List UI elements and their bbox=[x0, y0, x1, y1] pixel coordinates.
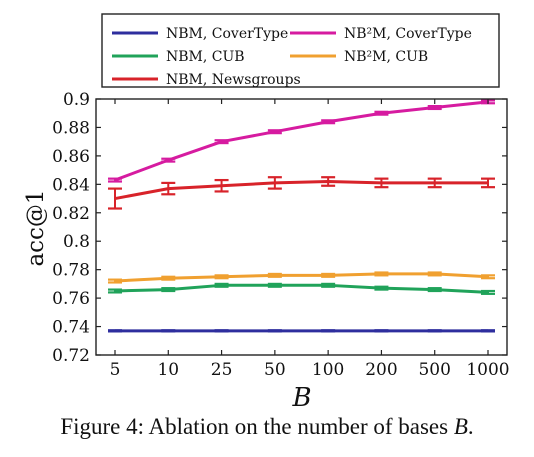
series-3 bbox=[108, 99, 495, 183]
error-bar bbox=[108, 288, 122, 294]
error-bar bbox=[481, 274, 495, 280]
error-bar bbox=[108, 177, 122, 183]
legend-label: NB²M, CUB bbox=[344, 49, 428, 65]
y-tick-label: 0.84 bbox=[52, 175, 90, 195]
error-bar bbox=[321, 272, 336, 278]
error-bar bbox=[267, 129, 282, 135]
x-tick-label: 500 bbox=[418, 360, 450, 380]
error-bar bbox=[427, 329, 442, 333]
error-bar bbox=[108, 278, 122, 284]
error-bar bbox=[161, 275, 176, 281]
error-bar bbox=[108, 329, 122, 333]
y-tick-label: 0.72 bbox=[52, 346, 90, 366]
series-4 bbox=[108, 271, 495, 284]
error-bar bbox=[321, 176, 336, 187]
error-bar bbox=[161, 157, 176, 163]
error-bar bbox=[481, 289, 495, 295]
error-bar bbox=[427, 105, 442, 111]
error-bar bbox=[161, 287, 176, 293]
error-bar bbox=[321, 119, 336, 125]
error-bar bbox=[267, 329, 282, 333]
error-bar bbox=[321, 329, 336, 333]
error-bar bbox=[267, 272, 282, 278]
figure-caption: Figure 4: Ablation on the number of base… bbox=[0, 414, 534, 440]
error-bar bbox=[214, 329, 229, 333]
error-bar bbox=[374, 329, 389, 333]
series-line bbox=[114, 283, 489, 294]
y-tick-label: 0.74 bbox=[52, 318, 90, 338]
error-bar bbox=[427, 177, 442, 189]
legend-item-3: NB²M, CoverType bbox=[290, 26, 472, 42]
error-bar bbox=[267, 176, 282, 190]
legend-label: NB²M, CoverType bbox=[344, 26, 472, 42]
error-bar bbox=[214, 139, 229, 145]
error-bar bbox=[214, 274, 229, 280]
error-bar bbox=[214, 282, 229, 288]
y-axis-label: acc@1 bbox=[23, 189, 49, 266]
error-bar bbox=[427, 287, 442, 293]
y-tick-label: 0.78 bbox=[52, 261, 90, 281]
y-tick-label: 0.82 bbox=[52, 204, 90, 224]
error-bar bbox=[481, 329, 495, 333]
error-bar bbox=[374, 271, 389, 277]
y-tick-label: 0.8 bbox=[63, 232, 90, 252]
plot-frame bbox=[95, 98, 508, 356]
y-tick-label: 0.9 bbox=[63, 90, 90, 110]
series-2 bbox=[108, 176, 495, 210]
error-bar bbox=[161, 181, 176, 196]
legend-item-0: NBM, CoverType bbox=[112, 26, 288, 42]
legend: NBM, CoverType NBM, CUB NBM, Newsgroups NB²… bbox=[101, 13, 500, 88]
error-bar bbox=[321, 282, 336, 288]
caption-text: Figure 4: Ablation on the number of base… bbox=[60, 414, 454, 439]
error-bar bbox=[481, 177, 495, 189]
error-bar bbox=[374, 110, 389, 116]
x-axis-label: B bbox=[291, 383, 311, 410]
chart: NBM, CoverType NBM, CUB NBM, Newsgroups NB²… bbox=[23, 13, 510, 410]
error-bar bbox=[374, 285, 389, 291]
legend-item-2: NBM, Newsgroups bbox=[112, 72, 301, 88]
series-line bbox=[114, 100, 489, 182]
series-1 bbox=[108, 282, 495, 295]
y-tick-label: 0.86 bbox=[52, 147, 90, 167]
series-line bbox=[114, 272, 489, 283]
legend-item-1: NBM, CUB bbox=[112, 49, 245, 65]
x-tick-label: 5 bbox=[110, 360, 121, 380]
x-tick-label: 100 bbox=[312, 360, 344, 380]
axes: 0.72 0.74 0.76 0.78 0.8 0.82 0.84 0.86 0.88 0.9 5 1… bbox=[52, 90, 509, 380]
legend-item-4: NB²M, CUB bbox=[290, 49, 428, 65]
error-bar bbox=[214, 178, 229, 193]
x-tick-label: 10 bbox=[157, 360, 179, 380]
y-tick-label: 0.88 bbox=[52, 118, 90, 138]
legend-label: NBM, CoverType bbox=[166, 26, 288, 42]
series-layer bbox=[108, 99, 495, 333]
error-bar bbox=[161, 329, 176, 333]
legend-label: NBM, Newsgroups bbox=[166, 72, 301, 88]
legend-label: NBM, CUB bbox=[166, 49, 245, 65]
y-tick-label: 0.76 bbox=[52, 289, 90, 309]
x-tick-label: 1000 bbox=[466, 360, 509, 380]
caption-variable: B bbox=[453, 414, 468, 439]
x-tick-label: 200 bbox=[365, 360, 397, 380]
series-line bbox=[114, 179, 488, 201]
error-bar bbox=[267, 282, 282, 288]
error-bar bbox=[374, 177, 389, 189]
legend-box bbox=[101, 13, 500, 88]
error-bar bbox=[427, 271, 442, 277]
caption-end: . bbox=[467, 414, 474, 439]
x-tick-label: 25 bbox=[211, 360, 233, 380]
series-0 bbox=[108, 329, 495, 333]
error-bar bbox=[108, 187, 122, 210]
x-tick-label: 50 bbox=[264, 360, 286, 380]
